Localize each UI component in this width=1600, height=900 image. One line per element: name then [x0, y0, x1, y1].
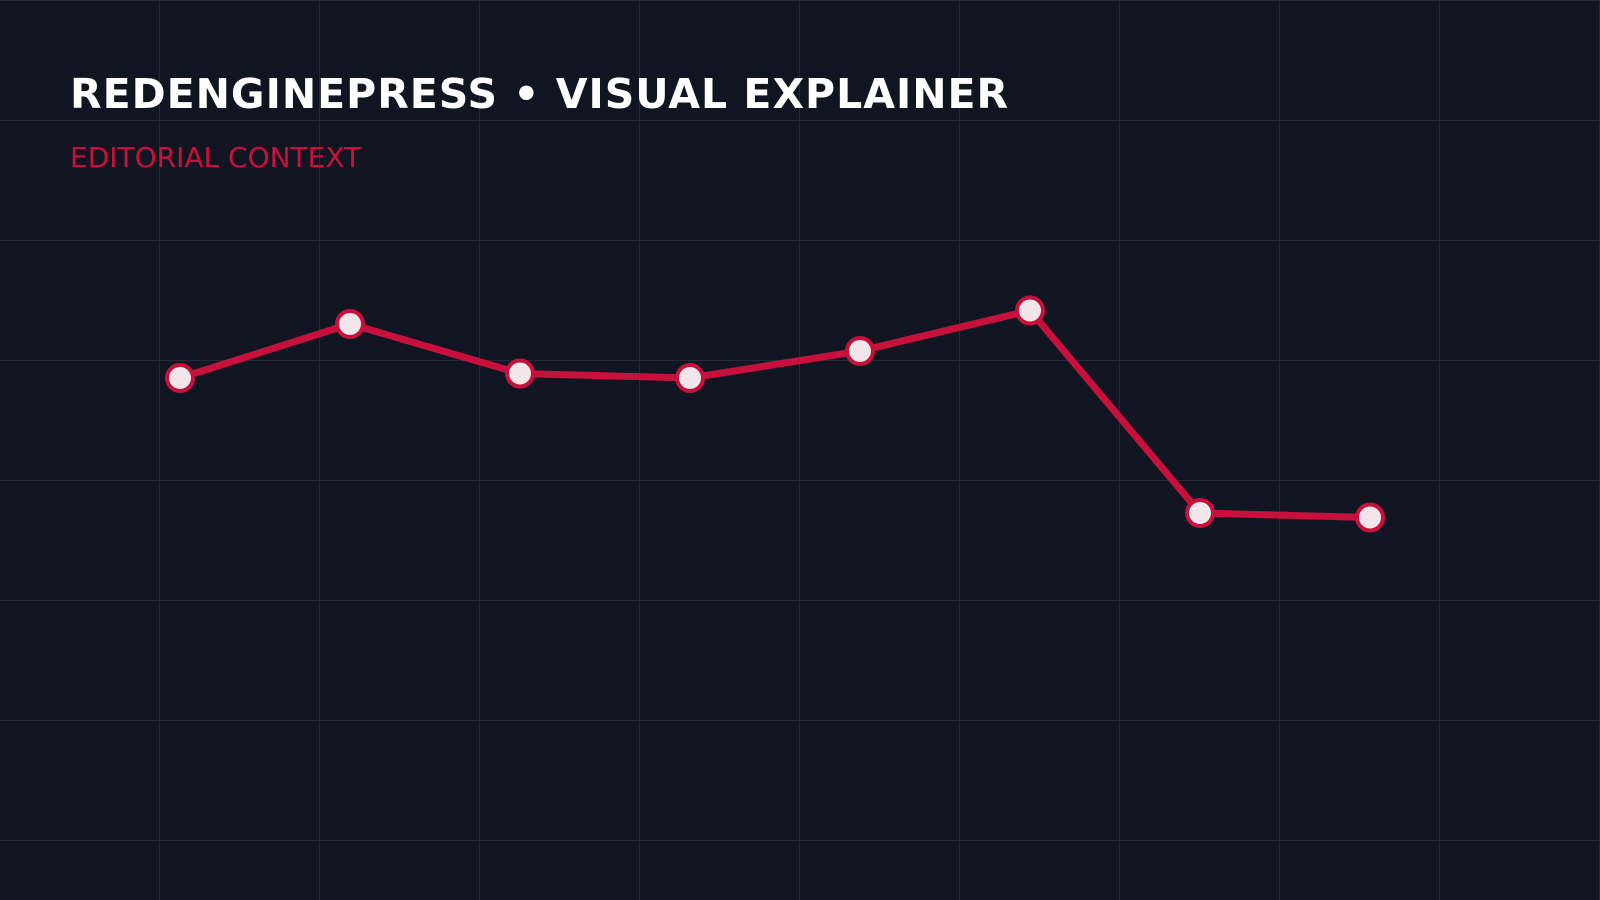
point — [165, 363, 195, 393]
point — [1185, 498, 1215, 528]
point — [505, 358, 535, 389]
point — [1015, 295, 1045, 326]
point — [845, 336, 875, 366]
point — [1355, 502, 1385, 533]
point — [675, 363, 705, 393]
chart-title: REDENGINEPRESS • VISUAL EXPLAINER — [70, 70, 1009, 118]
point — [335, 309, 365, 339]
line — [176, 307, 1374, 521]
chart-subtitle: EDITORIAL CONTEXT — [70, 141, 362, 174]
